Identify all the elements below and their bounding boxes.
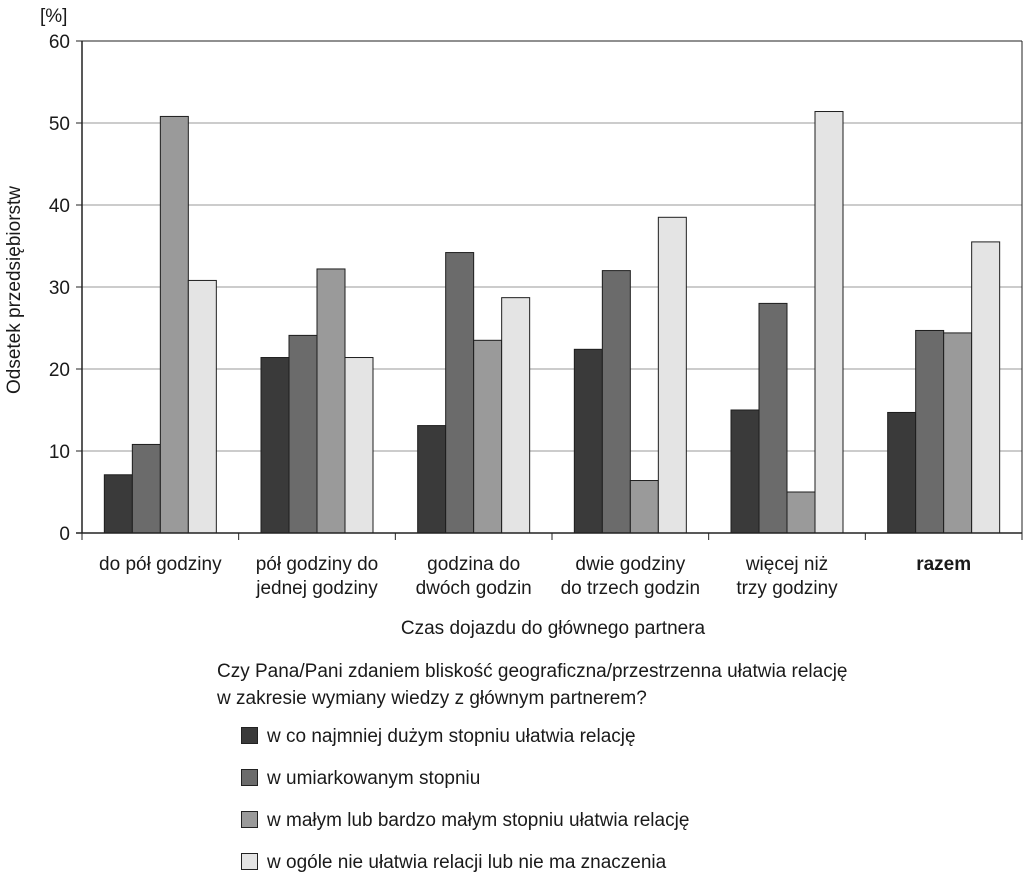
bar <box>344 357 374 534</box>
x-category-label: pół godziny do <box>256 554 379 575</box>
legend-label: w ogóle nie ułatwia relacji lub nie ma z… <box>267 852 667 873</box>
y-tick-label: 20 <box>49 360 70 381</box>
legend-swatch <box>241 769 258 786</box>
legend-label: w małym lub bardzo małym stopniu ułatwia… <box>267 810 690 831</box>
legend-swatch <box>241 853 258 870</box>
y-axis-title: Odsetek przedsiębiorstw <box>4 186 25 394</box>
legend-title: Czy Pana/Pani zdaniem bliskość geografic… <box>217 658 1017 712</box>
gridlines <box>82 40 1022 452</box>
legend-title-line-1: Czy Pana/Pani zdaniem bliskość geografic… <box>217 661 848 682</box>
y-tick-label: 50 <box>49 114 70 135</box>
x-category-label: dwóch godzin <box>416 578 532 599</box>
legend-items: w co najmniej dużym stopniu ułatwia rela… <box>217 726 1017 873</box>
y-tick-label: 0 <box>59 524 70 545</box>
legend-swatch <box>241 811 258 828</box>
bar-chart: [%] Odsetek przedsiębiorstw Czas dojazdu… <box>4 6 1023 639</box>
bar <box>159 115 189 534</box>
bar <box>730 409 760 534</box>
bar <box>814 111 844 534</box>
axes <box>76 40 1023 540</box>
bar <box>131 443 161 534</box>
bar <box>971 241 1001 534</box>
y-unit-label: [%] <box>40 6 67 27</box>
bar <box>316 268 346 534</box>
legend-label: w umiarkowanym stopniu <box>267 768 481 789</box>
legend-item: w umiarkowanym stopniu <box>217 768 1017 789</box>
x-category-label: więcej niż <box>745 554 828 575</box>
x-category-label: do pół godziny <box>99 554 222 575</box>
y-tick-label: 40 <box>49 196 70 217</box>
x-category-label: trzy godziny <box>736 578 838 599</box>
bar <box>758 302 788 534</box>
legend-swatch <box>241 727 258 744</box>
y-tick-labels: 0 10 20 30 40 50 60 <box>49 32 70 545</box>
bars <box>103 111 1001 534</box>
x-axis-title: Czas dojazdu do głównego partnera <box>401 618 706 639</box>
legend-title-line-2: w zakresie wymiany wiedzy z głównym part… <box>217 688 647 709</box>
bar <box>445 252 475 534</box>
bar <box>786 491 816 534</box>
bar <box>417 425 447 534</box>
y-tick-label: 10 <box>49 442 70 463</box>
bar <box>103 474 133 534</box>
legend-item: w ogóle nie ułatwia relacji lub nie ma z… <box>217 852 1017 873</box>
bar <box>943 332 973 534</box>
bar <box>501 297 531 534</box>
x-category-label: do trzech godzin <box>561 578 700 599</box>
x-category-label: razem <box>916 554 971 575</box>
bar <box>573 348 603 534</box>
bar <box>887 411 917 534</box>
bar <box>260 357 290 534</box>
x-category-label: godzina do <box>427 554 520 575</box>
legend: Czy Pana/Pani zdaniem bliskość geografic… <box>217 658 1017 894</box>
legend-item: w małym lub bardzo małym stopniu ułatwia… <box>217 810 1017 831</box>
bar <box>657 216 687 534</box>
y-tick-label: 30 <box>49 278 70 299</box>
legend-item: w co najmniej dużym stopniu ułatwia rela… <box>217 726 1017 747</box>
bar <box>601 270 631 534</box>
bar <box>473 339 503 534</box>
bar <box>915 329 945 534</box>
legend-label: w co najmniej dużym stopniu ułatwia rela… <box>267 726 636 747</box>
category-labels: do pół godziny pół godziny do jednej godzi… <box>99 554 971 599</box>
x-category-label: dwie godziny <box>575 554 685 575</box>
bar <box>288 334 318 534</box>
x-category-label: jednej godziny <box>255 578 378 599</box>
bar <box>187 279 217 534</box>
bar <box>629 480 659 534</box>
y-tick-label: 60 <box>49 32 70 53</box>
